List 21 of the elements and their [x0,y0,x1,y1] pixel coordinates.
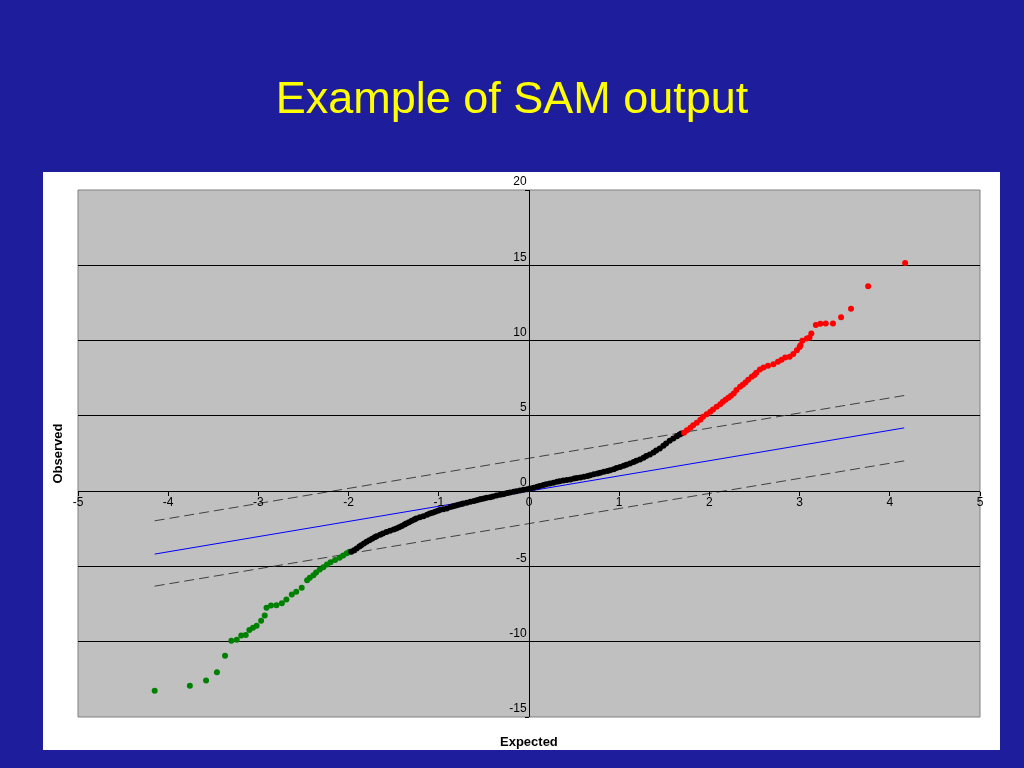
x-tick-label: -4 [162,494,174,509]
y-tick-label: 15 [513,249,527,264]
y-tick-label: 10 [513,324,527,339]
x-tick-label: 5 [976,494,984,509]
x-tick-label: -2 [343,494,355,509]
y-tick-label: 5 [519,400,527,415]
y-tick-label: 0 [519,475,527,490]
x-tick-label: -1 [433,494,445,509]
y-tick-label: -5 [515,550,527,565]
y-axis-title: Observed [49,423,65,484]
y-tick-label: -10 [509,626,527,641]
x-tick-label: 3 [796,494,804,509]
x-tick-label: -3 [253,494,265,509]
x-tick-label: 2 [706,494,714,509]
y-tick-label: 20 [513,174,527,189]
y-tick-label: -15 [509,701,527,716]
x-axis-title: Expected [500,734,558,749]
x-tick-label: 4 [886,494,894,509]
x-tick-label: 1 [615,494,623,509]
x-tick-label: -5 [72,494,84,509]
chart-title: Example of SAM output [275,71,749,123]
